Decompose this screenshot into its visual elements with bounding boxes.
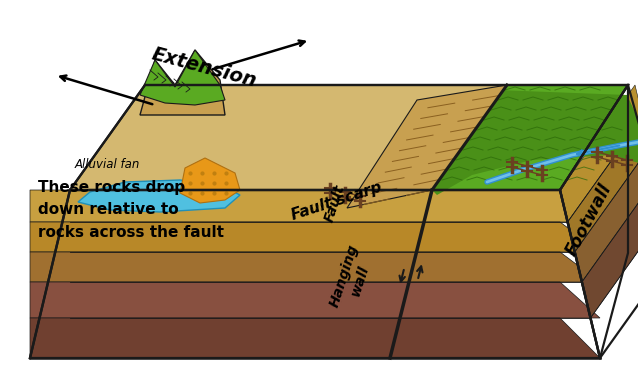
Polygon shape: [30, 252, 417, 282]
Polygon shape: [140, 50, 225, 115]
Polygon shape: [70, 85, 507, 190]
Text: Footwall: Footwall: [562, 181, 615, 259]
Polygon shape: [78, 180, 240, 212]
Polygon shape: [347, 85, 507, 208]
Polygon shape: [409, 252, 600, 282]
Polygon shape: [180, 158, 240, 203]
Text: Fault: Fault: [322, 182, 348, 224]
Text: Hanging
wall: Hanging wall: [327, 242, 376, 314]
Polygon shape: [432, 85, 628, 190]
Polygon shape: [30, 282, 409, 318]
Polygon shape: [30, 222, 424, 252]
Polygon shape: [582, 177, 638, 318]
Text: Alluvial fan: Alluvial fan: [75, 158, 140, 171]
Polygon shape: [417, 222, 600, 252]
Polygon shape: [424, 190, 600, 222]
Text: These rocks drop
down relative to
rocks across the fault: These rocks drop down relative to rocks …: [38, 180, 224, 240]
Polygon shape: [30, 318, 400, 358]
Polygon shape: [390, 318, 600, 358]
Text: Extension: Extension: [150, 45, 259, 91]
Polygon shape: [432, 85, 638, 195]
Polygon shape: [30, 190, 432, 222]
Polygon shape: [568, 117, 638, 252]
Polygon shape: [560, 85, 638, 222]
Polygon shape: [140, 50, 225, 105]
Polygon shape: [575, 147, 638, 282]
Polygon shape: [400, 282, 600, 318]
Text: Fault scarp: Fault scarp: [290, 179, 384, 223]
